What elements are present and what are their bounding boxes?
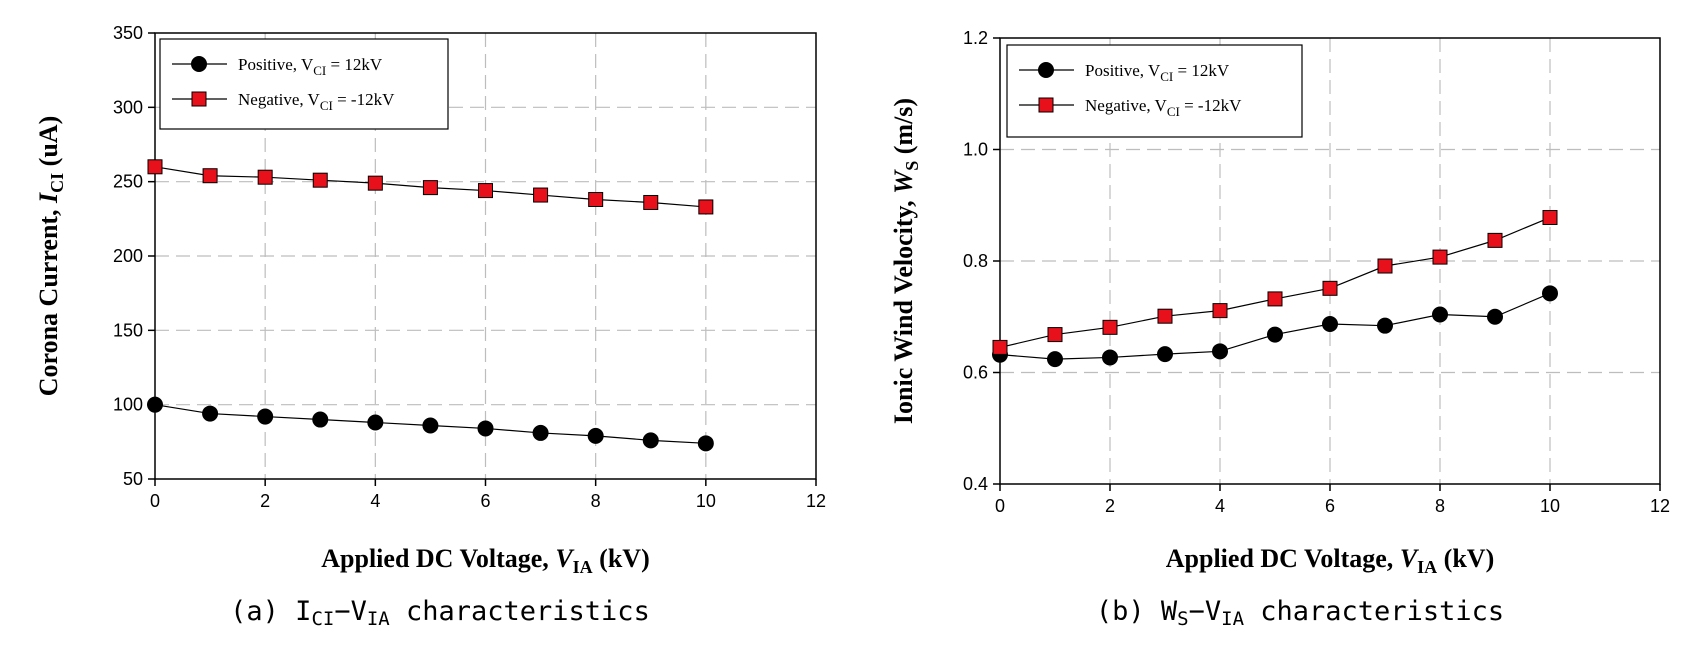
- x-tick-label: 8: [591, 491, 601, 511]
- data-point-square: [422, 180, 438, 196]
- legend-label: Positive, VCI = 12kV: [238, 55, 383, 78]
- data-point-circle: [1212, 343, 1228, 360]
- x-tick-label: 6: [480, 491, 490, 511]
- x-tick-label: 2: [260, 491, 270, 511]
- data-point-circle: [1102, 349, 1118, 366]
- y-axis-title: Ionic Wind Velocity, WS (m/s): [889, 98, 922, 424]
- x-tick-label: 6: [1325, 496, 1335, 516]
- data-point-square: [533, 187, 549, 203]
- series-negative: [147, 159, 714, 215]
- data-point-circle: [642, 432, 659, 449]
- data-point-square: [1267, 291, 1283, 307]
- data-point-circle: [312, 411, 329, 428]
- y-tick-label: 1.0: [963, 140, 988, 160]
- legend-label: Negative, VCI = -12kV: [238, 90, 395, 113]
- legend-marker-square: [1038, 97, 1054, 113]
- data-point-square: [588, 192, 604, 208]
- data-point-circle: [147, 396, 163, 413]
- y-tick-label: 200: [113, 246, 143, 266]
- x-tick-label: 8: [1435, 496, 1445, 516]
- y-axis-title: Corona Current, ICI (uA): [34, 116, 67, 397]
- y-tick-label: 0.6: [963, 363, 988, 383]
- y-tick-label: 0.4: [963, 474, 988, 494]
- data-point-circle: [257, 408, 274, 425]
- data-point-circle: [532, 424, 549, 441]
- data-point-circle: [1542, 285, 1558, 302]
- data-point-circle: [1432, 306, 1448, 323]
- y-tick-label: 350: [113, 23, 143, 43]
- y-tick-label: 300: [113, 97, 143, 117]
- legend: Positive, VCI = 12kV Negative, VCI = -12k…: [1006, 44, 1303, 138]
- legend-label: Negative, VCI = -12kV: [1085, 96, 1242, 119]
- y-tick-label: 150: [113, 320, 143, 340]
- data-point-square: [1322, 280, 1338, 296]
- x-tick-label: 4: [370, 491, 380, 511]
- data-point-circle: [1267, 326, 1283, 343]
- data-point-square: [257, 169, 273, 185]
- legend-marker-circle: [1038, 62, 1054, 78]
- x-tick-label: 0: [995, 496, 1005, 516]
- x-tick-label: 10: [1540, 496, 1560, 516]
- data-point-square: [992, 339, 1008, 355]
- data-point-circle: [367, 414, 384, 431]
- data-point-square: [1432, 249, 1448, 265]
- x-axis-title: Applied DC Voltage, VIA (kV): [321, 544, 649, 577]
- data-point-square: [147, 159, 163, 175]
- legend: Positive, VCI = 12kV Negative, VCI = -12k…: [159, 38, 449, 130]
- chart-b: 0 2 4 6 8 10 12 0.4 0.6 0.8 1.0 1.2 Positive, VCI = …: [889, 28, 1670, 630]
- data-point-square: [1102, 319, 1118, 335]
- legend-box: [1006, 44, 1303, 138]
- data-point-square: [1047, 327, 1063, 343]
- data-point-square: [312, 172, 328, 188]
- data-point-circle: [1377, 317, 1393, 334]
- data-point-circle: [587, 427, 604, 444]
- x-tick-label: 12: [806, 491, 826, 511]
- data-point-circle: [202, 405, 219, 422]
- figure-caption: (a) ICI−VIA characteristics: [230, 596, 650, 630]
- data-point-square: [1377, 258, 1393, 274]
- y-tick-label: 0.8: [963, 251, 988, 271]
- series-negative: [992, 210, 1558, 355]
- x-axis-title: Applied DC Voltage, VIA (kV): [1166, 544, 1494, 577]
- legend-marker-square: [191, 91, 207, 107]
- legend-marker-circle: [191, 56, 207, 72]
- data-point-square: [367, 175, 383, 191]
- x-tick-label: 12: [1650, 496, 1670, 516]
- x-tick-label: 0: [150, 491, 160, 511]
- data-point-circle: [1322, 315, 1338, 332]
- x-tick-label: 4: [1215, 496, 1225, 516]
- data-point-square: [1542, 210, 1558, 226]
- y-tick-label: 250: [113, 172, 143, 192]
- data-point-circle: [1157, 346, 1173, 363]
- data-point-circle: [1487, 308, 1503, 325]
- data-point-circle: [477, 420, 494, 437]
- y-tick-label: 1.2: [963, 28, 988, 48]
- legend-box: [159, 38, 449, 130]
- series-positive: [147, 396, 714, 452]
- data-point-square: [1212, 303, 1228, 319]
- data-point-square: [1157, 308, 1173, 324]
- data-point-square: [698, 199, 714, 215]
- chart-a: 0 2 4 6 8 10 12 50 100 150 200 250 300 350 Positive, V…: [34, 23, 826, 630]
- data-point-square: [478, 183, 493, 199]
- x-tick-label: 2: [1105, 496, 1115, 516]
- data-point-circle: [697, 435, 714, 452]
- data-point-circle: [1047, 351, 1063, 368]
- data-point-square: [643, 194, 659, 210]
- y-tick-label: 50: [123, 469, 143, 489]
- legend-label: Positive, VCI = 12kV: [1085, 61, 1230, 84]
- figure-caption: (b) WS−VIA characteristics: [1096, 596, 1504, 630]
- y-tick-label: 100: [113, 395, 143, 415]
- data-point-square: [1487, 232, 1503, 248]
- data-point-square: [202, 168, 218, 184]
- data-point-circle: [422, 417, 439, 434]
- x-tick-label: 10: [696, 491, 716, 511]
